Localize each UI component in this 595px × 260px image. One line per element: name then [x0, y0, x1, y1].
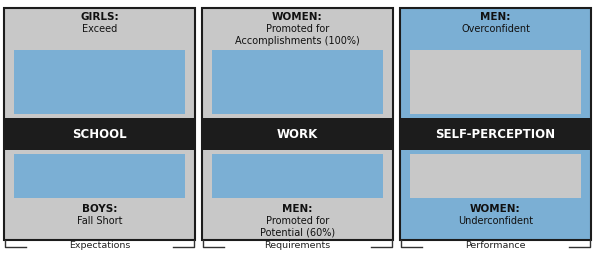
Bar [14, 50, 185, 114]
Bar [14, 154, 185, 198]
Text: MEN:: MEN: [480, 12, 511, 22]
Text: Performance: Performance [465, 242, 526, 250]
Text: Exceed: Exceed [82, 24, 117, 34]
Text: GIRLS:: GIRLS: [80, 12, 119, 22]
Bar [212, 50, 383, 114]
Text: Underconfident: Underconfident [458, 216, 533, 226]
Bar [400, 118, 591, 150]
Text: Requirements: Requirements [264, 242, 331, 250]
Bar [400, 8, 591, 240]
Text: SCHOOL: SCHOOL [72, 127, 127, 140]
Text: Overconfident: Overconfident [461, 24, 530, 34]
Text: Promoted for
Potential (60%): Promoted for Potential (60%) [260, 216, 335, 238]
Bar [410, 154, 581, 198]
Bar [202, 8, 393, 240]
Bar [4, 8, 195, 240]
Text: SELF-PERCEPTION: SELF-PERCEPTION [436, 127, 556, 140]
Text: WOMEN:: WOMEN: [470, 204, 521, 214]
Text: Fall Short: Fall Short [77, 216, 122, 226]
Text: Promoted for
Accomplishments (100%): Promoted for Accomplishments (100%) [235, 24, 360, 46]
Text: MEN:: MEN: [282, 204, 313, 214]
Bar [4, 118, 195, 150]
Bar [202, 118, 393, 150]
Text: Expectations: Expectations [69, 242, 130, 250]
Bar [410, 50, 581, 114]
Text: WOMEN:: WOMEN: [272, 12, 323, 22]
Text: WORK: WORK [277, 127, 318, 140]
Bar [212, 154, 383, 198]
Text: BOYS:: BOYS: [82, 204, 117, 214]
